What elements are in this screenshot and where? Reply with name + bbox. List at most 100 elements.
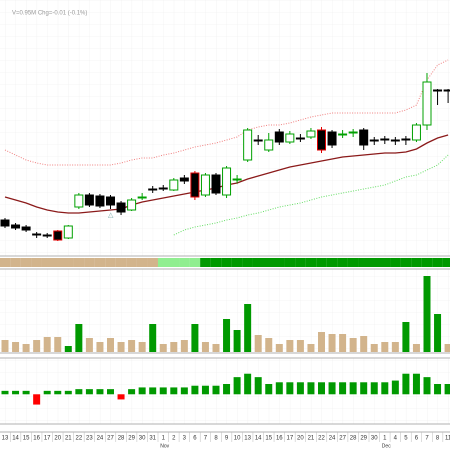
volume-bar: [75, 324, 83, 352]
candle-body: [74, 194, 84, 208]
indicator-bar: [96, 389, 104, 395]
x-tick-label: 17: [287, 436, 294, 442]
indicator-bar: [339, 382, 347, 395]
volume-bar: [233, 330, 241, 352]
trend-segment: [326, 258, 338, 267]
header-text: V=0.95M Chg=-0.01 (-0.1%): [12, 11, 87, 17]
volume-bar: [370, 344, 378, 352]
volume-bar: [107, 338, 114, 352]
x-tick-label: 13: [244, 436, 251, 442]
x-tick-label: 23: [86, 436, 93, 442]
x-tick-label: 5: [404, 436, 408, 442]
indicator-bar: [370, 382, 378, 395]
candle-body: [200, 174, 210, 196]
indicator-bar: [159, 387, 167, 395]
volume-bar: [307, 344, 315, 352]
candle-body: [0, 219, 10, 227]
volume-bar: [254, 335, 262, 352]
x-tick-label: 3: [183, 436, 187, 442]
volume-bar: [318, 332, 325, 352]
volume-bar: [381, 342, 389, 352]
candle-body: [401, 138, 411, 141]
trend-segment: [115, 258, 127, 267]
candle-body: [127, 199, 137, 211]
volume-bar: [54, 337, 62, 352]
trend-segment: [189, 258, 201, 267]
volume-bar: [391, 342, 399, 352]
indicator-bar: [307, 382, 315, 395]
indicator-bar: [149, 387, 157, 395]
x-tick-label: 8: [214, 436, 218, 442]
indicator-bar: [254, 377, 262, 395]
trend-segment: [231, 258, 243, 267]
trend-segment: [400, 258, 412, 267]
indicator-bar: [107, 389, 114, 395]
volume-bar: [360, 336, 368, 352]
indicator-bar: [318, 382, 325, 395]
candle-body: [338, 133, 348, 136]
candle-body: [359, 129, 369, 146]
volume-bar: [212, 344, 220, 352]
trend-segment: [168, 258, 180, 267]
x-tick-label: 6: [415, 436, 419, 442]
x-tick-label: 16: [276, 436, 283, 442]
month-label: Dec: [382, 443, 391, 449]
volume-bar: [138, 342, 146, 352]
candle-body: [106, 196, 115, 206]
indicator-bar: [275, 382, 283, 395]
trend-segment: [242, 258, 253, 267]
indicator-bar: [85, 389, 93, 395]
indicator-bar: [12, 390, 20, 395]
x-tick-label: 27: [107, 436, 114, 442]
x-tick-label: 2: [172, 436, 176, 442]
candle-body: [137, 196, 147, 199]
x-tick-label: 30: [371, 436, 378, 442]
volume-bar: [286, 340, 294, 352]
trend-segment: [126, 258, 137, 267]
indicator-bar: [412, 373, 420, 395]
indicator-bar: [212, 385, 220, 395]
candle-body: [32, 233, 42, 236]
x-tick-label: 13: [2, 436, 9, 442]
trend-segment: [31, 258, 42, 267]
trend-segment: [10, 258, 21, 267]
candle-body: [306, 130, 316, 138]
indicator-bar: [22, 390, 30, 395]
trend-segment: [0, 258, 11, 267]
indicator-bar: [296, 382, 304, 395]
trend-segment: [379, 258, 391, 267]
x-tick-label: 8: [436, 436, 440, 442]
x-tick-label: 29: [360, 436, 367, 442]
indicator-bar: [43, 390, 51, 395]
volume-bar: [402, 322, 410, 352]
volume-bar: [265, 338, 273, 352]
indicator-bar: [349, 382, 357, 395]
volume-bar: [85, 338, 93, 352]
volume-bar: [434, 314, 442, 352]
trend-segment: [73, 258, 85, 267]
marks: 13 14 15 16 17 20 21 22 23 24 27 28 29 30 31 1 2 3 6 7 8 9 10 1…: [0, 59, 450, 449]
volume-bar: [96, 342, 104, 352]
volume-bar: [12, 342, 20, 352]
indicator-bar: [328, 382, 336, 395]
volume-bar: [180, 340, 188, 352]
x-tick-label: 10: [234, 436, 241, 442]
trend-segment: [284, 258, 296, 267]
x-tick-label: 14: [12, 436, 19, 442]
indicator-bar: [54, 390, 62, 395]
x-tick-label: 24: [97, 436, 104, 442]
x-tick-label: 14: [255, 436, 262, 442]
candle-body: [42, 234, 52, 237]
trend-segment: [221, 258, 232, 267]
candle-body: [433, 89, 443, 92]
x-tick-label: 9: [225, 436, 229, 442]
candle-body: [348, 131, 358, 134]
candle-body: [21, 226, 31, 231]
indicator-bar: [128, 389, 136, 395]
trend-segment: [52, 258, 64, 267]
volume-bar: [128, 340, 136, 352]
trend-segment: [252, 258, 264, 267]
indicator-bar: [1, 390, 9, 395]
volume-bar: [159, 344, 167, 352]
trend-segment: [274, 258, 285, 267]
